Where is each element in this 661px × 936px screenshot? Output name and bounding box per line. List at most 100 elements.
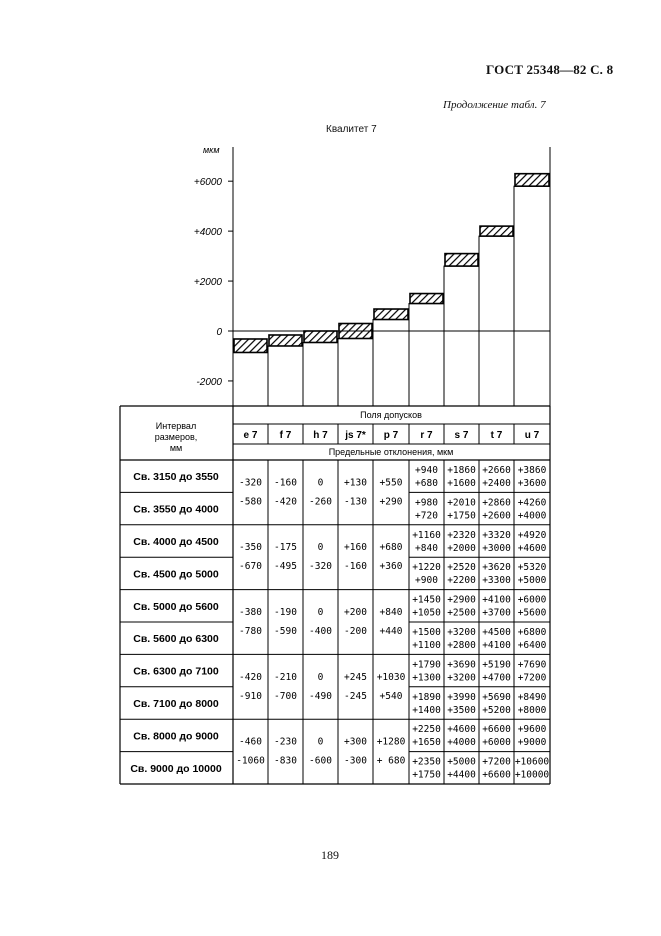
column-header: f 7: [280, 430, 292, 441]
column-body: [267, 345, 304, 407]
upper-deviation: +4100: [482, 595, 511, 606]
lower-deviation: +360: [380, 561, 403, 572]
lower-deviation: +4600: [518, 543, 547, 554]
lower-deviation: +5000: [518, 575, 547, 586]
upper-deviation: -160: [274, 477, 297, 488]
upper-deviation: +5320: [518, 562, 547, 573]
upper-deviation: +160: [344, 542, 367, 553]
lower-deviation: +6400: [518, 640, 547, 651]
column-header: e 7: [244, 430, 258, 441]
upper-deviation: -230: [274, 737, 297, 748]
lower-deviation: +3300: [482, 575, 511, 586]
lower-deviation: -300: [344, 756, 367, 767]
lower-deviation: -830: [274, 756, 297, 767]
tolerance-band: [444, 252, 479, 267]
y-tick-label: +4000: [194, 227, 223, 238]
row-label: Св. 7100 до 8000: [133, 698, 219, 710]
column-body: [337, 337, 374, 407]
upper-deviation: +1860: [447, 465, 476, 476]
lower-deviation: -600: [309, 756, 332, 767]
lower-deviation: +4000: [447, 737, 476, 748]
column-header: r 7: [420, 430, 433, 441]
upper-deviation: +2520: [447, 562, 476, 573]
lower-deviation: +2800: [447, 640, 476, 651]
y-tick-label: 0: [216, 327, 222, 338]
upper-deviation: +3320: [482, 530, 511, 541]
upper-deviation: +1790: [412, 659, 441, 670]
lower-deviation: +9000: [518, 737, 547, 748]
lower-deviation: +1050: [412, 608, 441, 619]
column-body: [478, 235, 515, 407]
lower-deviation: +2500: [447, 608, 476, 619]
fields-header: Поля допусков: [360, 410, 422, 420]
upper-deviation: +4500: [482, 627, 511, 638]
upper-deviation: +4600: [447, 724, 476, 735]
upper-deviation: -420: [239, 672, 262, 683]
upper-deviation: +3860: [518, 465, 547, 476]
column-body: [372, 319, 410, 407]
lower-deviation: +2200: [447, 575, 476, 586]
column-body: [513, 185, 551, 407]
column-body: [302, 341, 339, 407]
tolerance-band: [409, 292, 444, 305]
lower-deviation: +3600: [518, 478, 547, 489]
lower-deviation: +2600: [482, 510, 511, 521]
upper-deviation: +1280: [377, 737, 406, 748]
upper-deviation: -350: [239, 542, 262, 553]
upper-deviation: +5000: [447, 757, 476, 768]
upper-deviation: +680: [380, 542, 403, 553]
page-number: 189: [321, 848, 339, 862]
lower-deviation: -700: [274, 691, 297, 702]
lower-deviation: -670: [239, 561, 262, 572]
upper-deviation: +1220: [412, 562, 441, 573]
upper-deviation: +4260: [518, 497, 547, 508]
column-header: js 7*: [344, 430, 366, 441]
lower-deviation: +3200: [447, 672, 476, 683]
lower-deviation: +290: [380, 496, 403, 507]
lower-deviation: +1650: [412, 737, 441, 748]
row-label: Св. 8000 до 9000: [133, 730, 219, 742]
upper-deviation: -175: [274, 542, 297, 553]
lower-deviation: -130: [344, 496, 367, 507]
lower-deviation: +10000: [515, 770, 550, 781]
upper-deviation: +3620: [482, 562, 511, 573]
upper-deviation: +245: [344, 672, 367, 683]
lower-deviation: +1600: [447, 478, 476, 489]
lower-deviation: +8000: [518, 705, 547, 716]
column-body: [408, 303, 445, 407]
upper-deviation: +550: [380, 477, 403, 488]
lower-deviation: +7200: [518, 672, 547, 683]
column-header: p 7: [384, 430, 399, 441]
document-header: ГОСТ 25348—82 С. 8: [486, 62, 614, 77]
upper-deviation: +6800: [518, 627, 547, 638]
y-tick-label: +2000: [194, 277, 223, 288]
row-label: Св. 4000 до 4500: [133, 536, 219, 548]
upper-deviation: +4920: [518, 530, 547, 541]
lower-deviation: -1060: [236, 756, 265, 767]
lower-deviation: +1750: [447, 510, 476, 521]
upper-deviation: -320: [239, 477, 262, 488]
row-label: Св. 9000 до 10000: [130, 763, 222, 775]
lower-deviation: +1300: [412, 672, 441, 683]
lower-deviation: + 680: [377, 756, 406, 767]
lower-deviation: +2400: [482, 478, 511, 489]
upper-deviation: +3990: [447, 692, 476, 703]
upper-deviation: -210: [274, 672, 297, 683]
lower-deviation: -495: [274, 561, 297, 572]
row-label: Св. 4500 до 5000: [133, 568, 219, 580]
lower-deviation: +4100: [482, 640, 511, 651]
row-label: Св. 5600 до 6300: [133, 633, 219, 645]
lower-deviation: -320: [309, 561, 332, 572]
upper-deviation: 0: [318, 477, 324, 488]
column-body: [443, 265, 480, 407]
lower-deviation: -200: [344, 626, 367, 637]
lower-deviation: +6600: [482, 770, 511, 781]
interval-header-line: Интервал: [156, 421, 196, 431]
upper-deviation: +2320: [447, 530, 476, 541]
upper-deviation: +10600: [515, 757, 550, 768]
tolerance-band: [479, 225, 514, 237]
lower-deviation: +5200: [482, 705, 511, 716]
lower-deviation: -580: [239, 496, 262, 507]
upper-deviation: +1890: [412, 692, 441, 703]
